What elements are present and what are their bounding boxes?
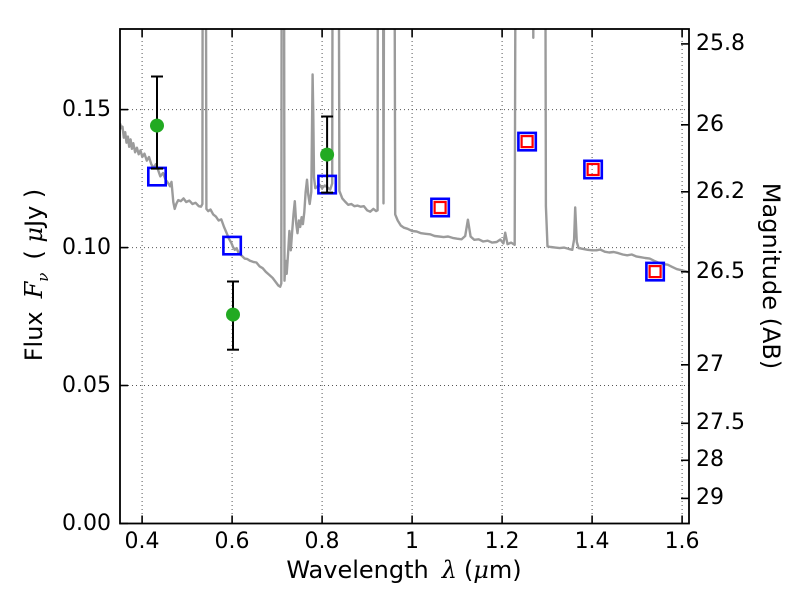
y-right-tick-label: 26.2: [696, 178, 745, 204]
y-axis-label-right: Magnitude (AB): [757, 182, 785, 370]
plot-frame: [119, 28, 690, 525]
y-right-tick-label: 29: [696, 485, 724, 511]
model-photometry-square: [517, 131, 538, 152]
nu-subscript: ν: [33, 272, 52, 282]
y-axis-label-word: Flux: [20, 311, 49, 362]
x-axis-unit-open: (: [463, 556, 474, 584]
x-tick-label: 0.6: [214, 528, 250, 554]
observed-photometry-point: [320, 147, 335, 162]
y-axis-unit-close: Jy ): [20, 188, 49, 227]
x-tick-label: 1.4: [574, 528, 610, 554]
x-axis-label: Wavelength λ (μm): [286, 556, 521, 584]
flux-symbol: F: [20, 281, 49, 299]
model-photometry-square: [147, 166, 168, 187]
x-tick-label: 1: [405, 528, 420, 554]
x-tick-label: 1.6: [664, 528, 700, 554]
mu-symbol: μ: [473, 556, 489, 584]
y-right-tick-label: 26.5: [696, 258, 745, 284]
x-axis-unit-close: m): [488, 556, 522, 584]
y-left-tick-label: 0.05: [62, 372, 111, 398]
y-left-tick-label: 0.15: [62, 96, 111, 122]
observed-photometry-point: [150, 118, 164, 133]
y-right-tick-label: 27: [696, 351, 724, 377]
x-tick-label: 0.4: [124, 528, 160, 554]
y-right-tick-label: 27.5: [696, 410, 745, 436]
observed-photometry-point: [226, 307, 240, 322]
model-photometry-square: [430, 197, 451, 218]
model-spectrum-line: [120, 29, 689, 288]
y-axis-label-left: FluxFν( μJy ): [20, 189, 52, 362]
model-photometry-square: [583, 159, 604, 180]
y-right-tick-label: 25.8: [696, 30, 745, 56]
model-photometry-square-inner: [520, 135, 534, 149]
model-photometry-square-inner: [586, 162, 600, 177]
model-photometry-square-inner: [433, 200, 447, 215]
y-right-tick-label: 28: [696, 447, 724, 473]
x-tick-label: 1.2: [484, 528, 520, 554]
model-photometry-square-inner: [648, 265, 662, 279]
model-photometry-square: [222, 235, 243, 256]
y-left-tick-label: 0.10: [62, 234, 111, 260]
model-photometry-square: [645, 261, 666, 282]
x-tick-label: 0.8: [304, 528, 340, 554]
x-axis-label-word: Wavelength: [286, 556, 429, 584]
y-right-tick-label: 26: [696, 111, 724, 137]
lambda-symbol: λ: [441, 556, 457, 584]
y-left-tick-label: 0.00: [62, 510, 111, 536]
